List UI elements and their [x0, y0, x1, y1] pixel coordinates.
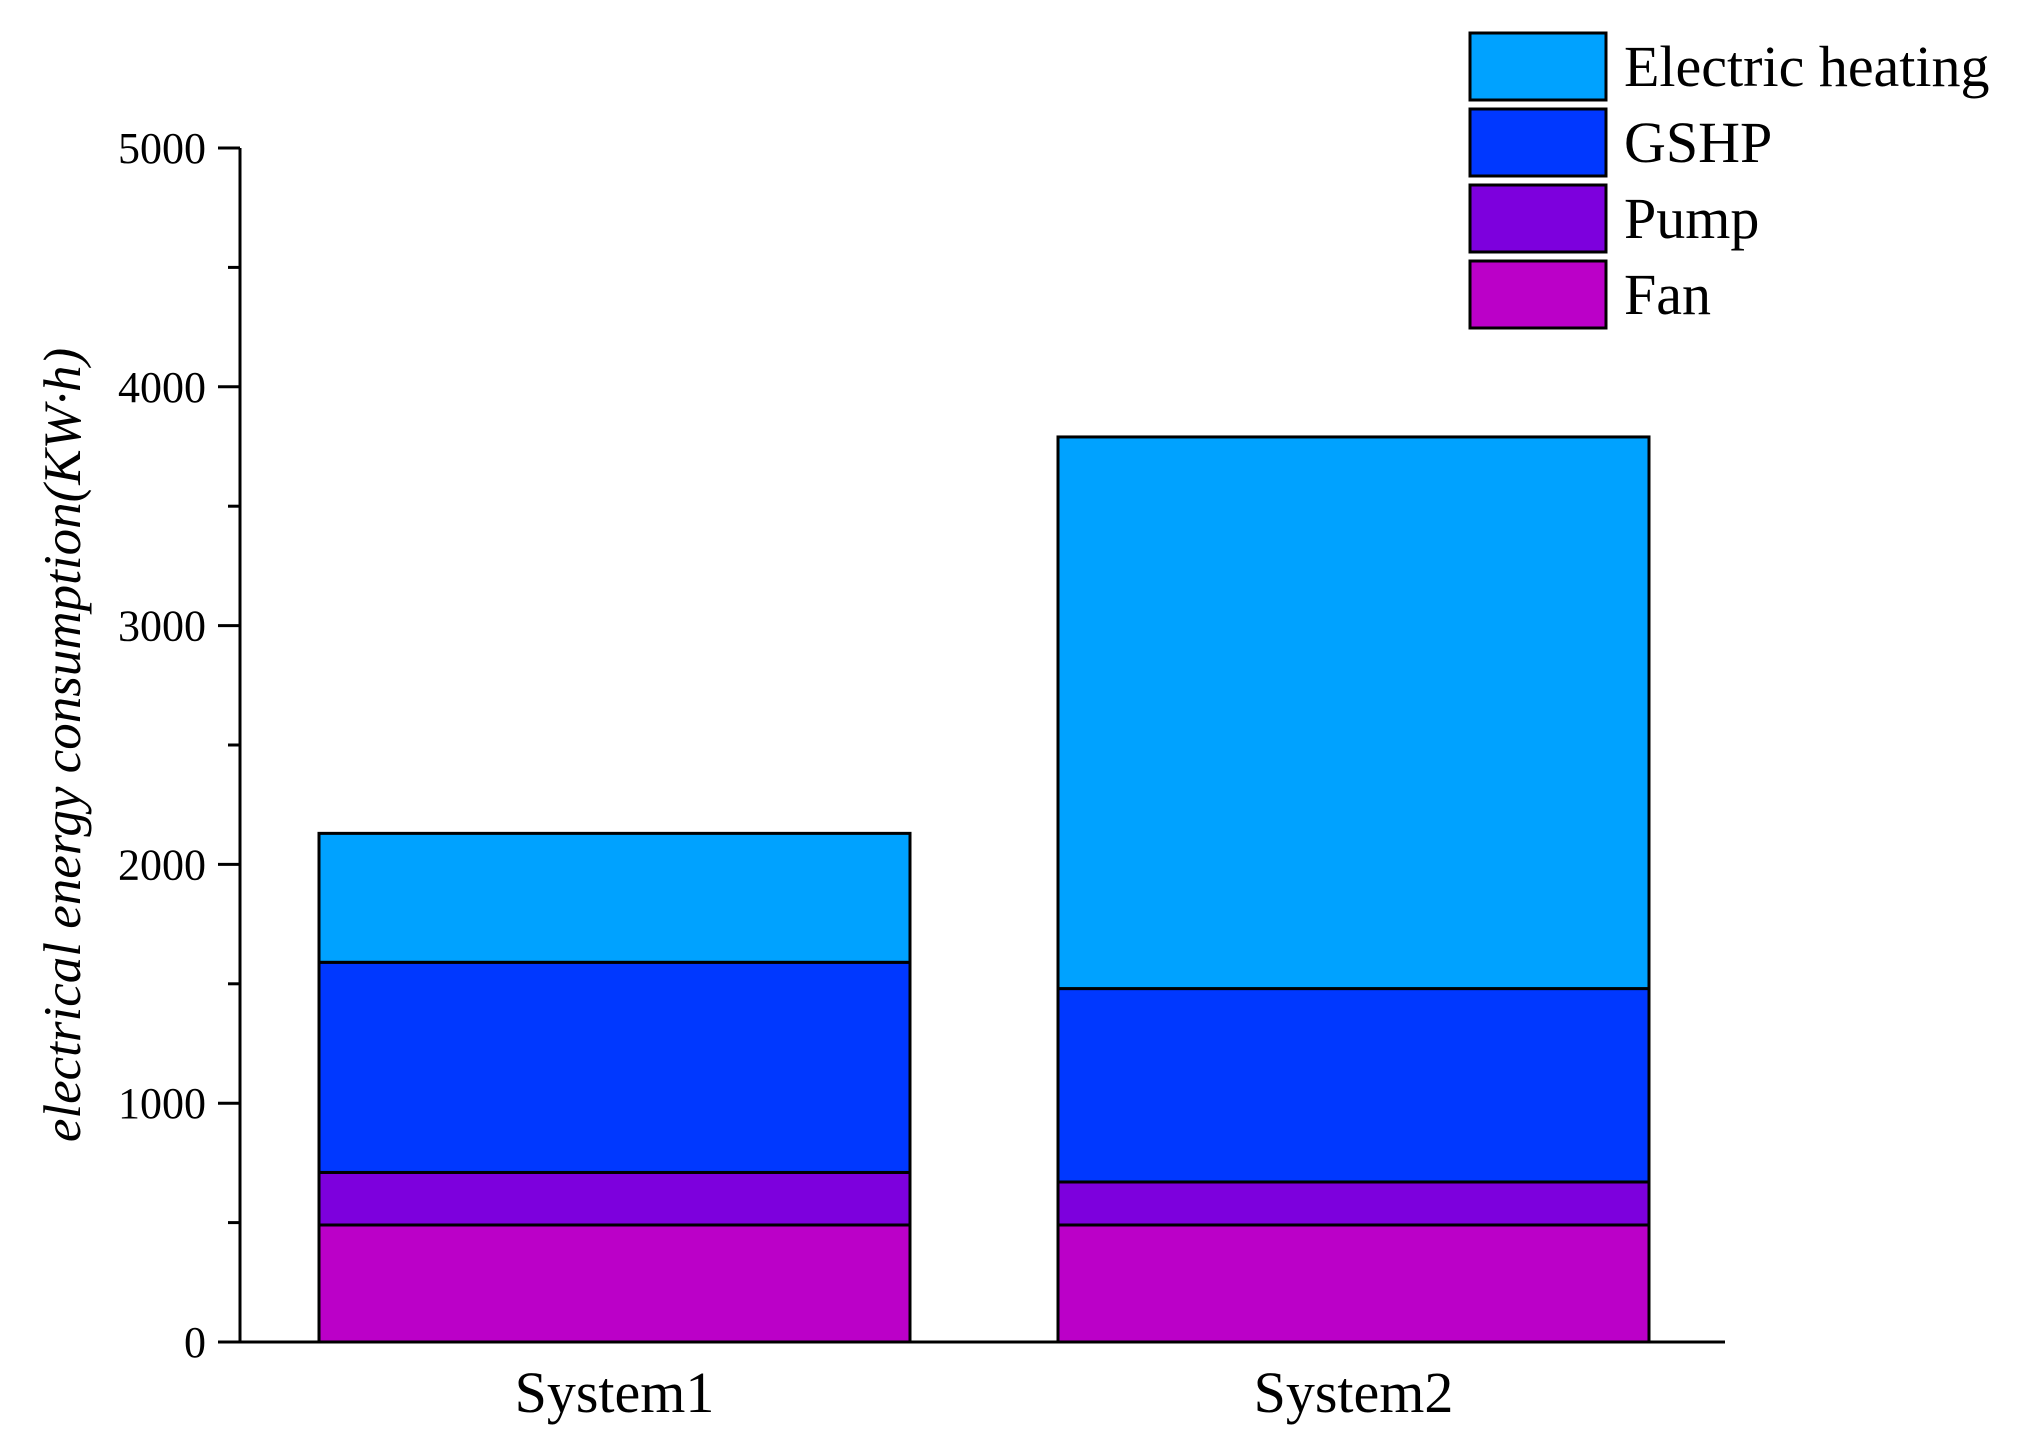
x-tick-label-system2: System2: [1254, 1360, 1454, 1425]
bar-system2-pump: [1056, 1180, 1651, 1227]
y-tick-label: 3000: [118, 602, 206, 651]
y-tick-label: 1000: [118, 1079, 206, 1128]
legend-label-pump: Pump: [1624, 186, 1759, 251]
x-tick-label-system1: System1: [515, 1360, 715, 1425]
legend: Electric heating GSHP Pump Fan: [1468, 31, 1990, 330]
x-category-labels: System1 System2: [515, 1360, 1454, 1425]
legend-label-fan: Fan: [1624, 262, 1711, 327]
legend-swatch-pump: [1468, 183, 1608, 254]
legend-swatch-gshp: [1468, 107, 1608, 178]
legend-label-electric-heating: Electric heating: [1624, 34, 1990, 99]
bars-group: [317, 435, 1651, 1344]
y-tick-label: 2000: [118, 840, 206, 889]
bar-system2-electric-heating: [1056, 435, 1651, 991]
y-tick-label: 5000: [118, 124, 206, 173]
legend-label-gshp: GSHP: [1624, 110, 1772, 175]
bar-system1-gshp: [317, 960, 912, 1174]
bar-system1-electric-heating: [317, 831, 912, 964]
legend-swatch-fan: [1468, 259, 1608, 330]
legend-swatch-electric-heating: [1468, 31, 1608, 102]
y-axis-title: electrical energy consumption(KW·h): [34, 348, 92, 1142]
bar-system2-fan: [1056, 1223, 1651, 1344]
bar-system1-fan: [317, 1223, 912, 1344]
bar-system1-pump: [317, 1170, 912, 1227]
bar-system2-gshp: [1056, 987, 1651, 1184]
y-ticks-group: 0 1000 2000 3000 4000 5000: [118, 124, 240, 1367]
y-tick-label: 0: [184, 1318, 206, 1367]
y-tick-label: 4000: [118, 363, 206, 412]
